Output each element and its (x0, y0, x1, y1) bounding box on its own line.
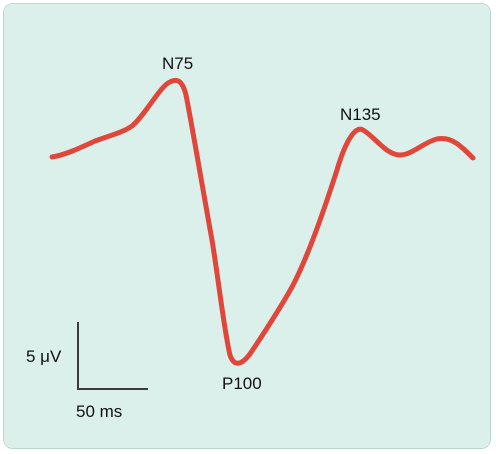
diagram-background (4, 4, 490, 448)
voltage-scale-label: 5 μV (26, 347, 62, 366)
peak-label-n75: N75 (162, 54, 193, 73)
scale-bar (77, 322, 148, 390)
peak-label-n135: N135 (340, 105, 381, 124)
figure-panel (3, 3, 491, 449)
time-scale-label: 50 ms (76, 402, 122, 421)
vep-waveform-trace (49, 77, 476, 366)
peak-label-p100: P100 (222, 374, 262, 393)
